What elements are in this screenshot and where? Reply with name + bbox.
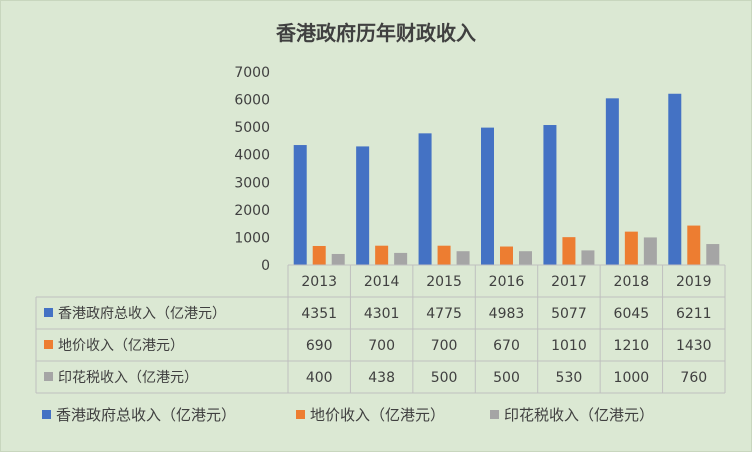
data-label: 4983: [489, 306, 525, 322]
data-label: 690: [306, 338, 333, 354]
y-tick-label: 6000: [234, 93, 270, 109]
bar: [562, 237, 576, 265]
data-label: 1430: [676, 338, 712, 354]
legend-swatch: [42, 410, 51, 419]
data-label: 1010: [551, 338, 587, 354]
bar: [543, 125, 557, 265]
y-tick-label: 7000: [234, 65, 270, 81]
y-axis: 0 1000 2000 3000 4000 5000 6000 7000: [234, 65, 270, 274]
data-label: 500: [493, 370, 520, 386]
data-label: 530: [556, 370, 583, 386]
bar: [481, 127, 494, 265]
table-legend-key: [44, 372, 53, 381]
bar: [624, 231, 638, 265]
bars-layer: [293, 93, 720, 265]
bar: [456, 251, 470, 265]
y-tick-label: 1000: [234, 230, 270, 246]
data-label: 700: [431, 338, 458, 354]
data-label: 6211: [676, 306, 712, 322]
data-label: 1000: [614, 370, 650, 386]
data-label: 400: [306, 370, 333, 386]
bar: [581, 250, 595, 265]
data-label: 760: [680, 370, 707, 386]
x-tick-label: 2013: [301, 274, 337, 290]
x-tick-label: 2017: [551, 274, 587, 290]
legend-label: 地价收入（亿港元）: [310, 406, 445, 424]
x-tick-label: 2016: [489, 274, 525, 290]
data-label: 4301: [364, 306, 400, 322]
bar: [668, 93, 682, 265]
legend-label: 香港政府总收入（亿港元）: [56, 406, 236, 424]
data-label: 438: [368, 370, 395, 386]
data-label: 5077: [551, 306, 587, 322]
data-label: 700: [368, 338, 395, 354]
y-tick-label: 0: [261, 258, 270, 274]
table-series-label: 香港政府总收入（亿港元）: [58, 306, 226, 322]
y-tick-label: 3000: [234, 175, 270, 191]
bar: [394, 252, 408, 265]
bar: [500, 246, 513, 265]
legend-swatch: [296, 410, 305, 419]
bar: [375, 245, 389, 265]
data-label: 1210: [614, 338, 650, 354]
data-label: 4775: [426, 306, 462, 322]
bar: [605, 98, 619, 265]
bar: [687, 225, 701, 265]
x-tick-label: 2018: [614, 274, 650, 290]
table-series-label: 地价收入（亿港元）: [58, 338, 184, 354]
bar: [356, 146, 370, 265]
x-tick-label: 2019: [676, 274, 712, 290]
y-tick-label: 4000: [234, 148, 270, 164]
legend: 香港政府总收入（亿港元） 地价收入（亿港元） 印花税收入（亿港元）: [42, 406, 654, 424]
data-label: 670: [493, 338, 520, 354]
bar: [643, 237, 657, 265]
table-legend-key: [44, 340, 53, 349]
data-label: 500: [431, 370, 458, 386]
data-label: 6045: [614, 306, 650, 322]
data-label: 4351: [301, 306, 337, 322]
chart-title: 香港政府历年财政收入: [276, 21, 476, 45]
bar: [418, 133, 432, 265]
data-table: 2013 2014 2015 2016 2017 2018 2019 香港政府总收入（亿港元）…: [35, 264, 726, 394]
bar: [312, 245, 326, 265]
bar: [293, 145, 307, 265]
bar: [331, 253, 345, 265]
table-series-label: 印花税收入（亿港元）: [58, 370, 198, 386]
table-legend-key: [44, 308, 53, 317]
x-tick-label: 2015: [426, 274, 462, 290]
bar: [437, 245, 451, 265]
legend-swatch: [490, 410, 499, 419]
y-tick-label: 2000: [234, 203, 270, 219]
bar: [706, 244, 720, 265]
x-tick-label: 2014: [364, 274, 400, 290]
legend-label: 印花税收入（亿港元）: [504, 406, 654, 424]
y-tick-label: 5000: [234, 120, 270, 136]
bar: [519, 251, 532, 265]
